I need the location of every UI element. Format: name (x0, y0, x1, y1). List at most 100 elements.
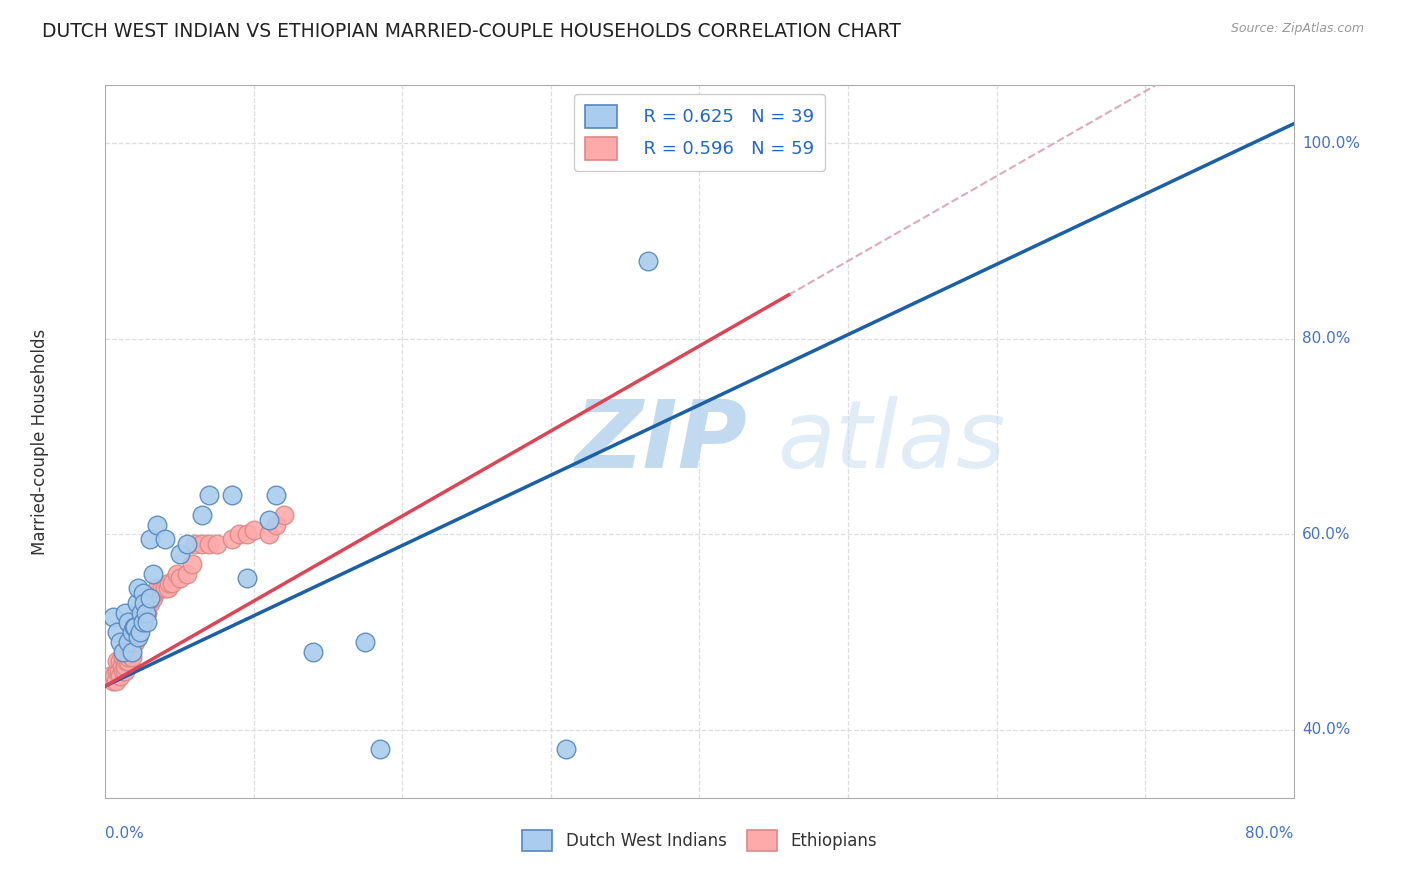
Point (112, 645, 135, 659)
Point (146, 581, 169, 595)
Point (153, 533, 176, 547)
Point (302, 645, 325, 659)
Point (122, 630, 145, 644)
Point (191, 508, 214, 522)
Point (117, 655, 139, 669)
Point (264, 517, 287, 532)
Text: 100.0%: 100.0% (1302, 136, 1360, 151)
Point (122, 620, 145, 634)
Point (235, 527, 257, 541)
Point (110, 635, 132, 649)
Point (221, 488, 243, 502)
Point (125, 596, 148, 610)
Point (105, 655, 128, 669)
Point (139, 596, 162, 610)
Point (121, 649, 143, 664)
Point (105, 665, 128, 679)
Point (228, 527, 250, 541)
Point (125, 615, 148, 630)
Point (157, 576, 180, 591)
Point (114, 659, 136, 673)
Point (221, 533, 243, 547)
Point (198, 488, 221, 502)
Point (264, 488, 287, 502)
Point (114, 606, 136, 620)
Point (169, 547, 191, 561)
Point (135, 596, 157, 610)
Point (136, 615, 159, 630)
Point (142, 566, 165, 581)
Point (125, 625, 148, 640)
Point (156, 581, 179, 595)
Legend: Dutch West Indians, Ethiopians: Dutch West Indians, Ethiopians (516, 823, 883, 858)
Point (180, 557, 202, 571)
Point (120, 635, 142, 649)
Point (117, 635, 139, 649)
Point (112, 649, 135, 664)
Point (637, 253, 659, 268)
Point (112, 665, 135, 679)
Point (128, 620, 150, 634)
Point (127, 581, 149, 595)
Text: Source: ZipAtlas.com: Source: ZipAtlas.com (1230, 22, 1364, 36)
Point (108, 665, 131, 679)
Point (554, 742, 576, 756)
Point (122, 635, 145, 649)
Point (139, 533, 162, 547)
Point (117, 615, 139, 630)
Point (103, 669, 125, 683)
Point (205, 537, 228, 551)
Point (124, 620, 146, 634)
Text: 80.0%: 80.0% (1246, 826, 1294, 841)
Point (235, 571, 257, 585)
Point (183, 537, 205, 551)
Text: atlas: atlas (776, 396, 1005, 487)
Point (257, 527, 280, 541)
Point (129, 606, 152, 620)
Point (257, 513, 280, 527)
Point (101, 610, 124, 624)
Point (98, 669, 121, 683)
Point (118, 645, 141, 659)
Point (129, 610, 152, 624)
Point (146, 517, 169, 532)
Point (127, 630, 149, 644)
Point (132, 596, 155, 610)
Point (104, 673, 127, 688)
Point (176, 566, 198, 581)
Point (243, 523, 266, 537)
Point (121, 635, 143, 649)
Point (273, 508, 295, 522)
Point (101, 673, 124, 688)
Point (131, 615, 153, 630)
Point (166, 566, 188, 581)
Point (132, 606, 155, 620)
Text: 60.0%: 60.0% (1302, 527, 1350, 542)
Point (169, 571, 191, 585)
Point (150, 581, 173, 595)
Point (115, 655, 138, 669)
Point (136, 606, 159, 620)
Point (121, 645, 143, 659)
Point (135, 606, 157, 620)
Point (131, 615, 153, 630)
Text: 40.0%: 40.0% (1302, 723, 1350, 738)
Point (198, 537, 221, 551)
Point (121, 625, 143, 640)
Point (131, 586, 153, 600)
Point (139, 591, 162, 605)
Point (127, 610, 149, 624)
Point (143, 586, 166, 600)
Point (191, 537, 214, 551)
Point (124, 635, 146, 649)
Point (127, 625, 149, 640)
Point (128, 625, 150, 640)
Point (111, 659, 134, 673)
Point (142, 591, 165, 605)
Point (162, 576, 184, 591)
Point (354, 635, 377, 649)
Text: 80.0%: 80.0% (1302, 332, 1350, 346)
Point (117, 649, 139, 664)
Point (110, 655, 132, 669)
Point (110, 669, 132, 683)
